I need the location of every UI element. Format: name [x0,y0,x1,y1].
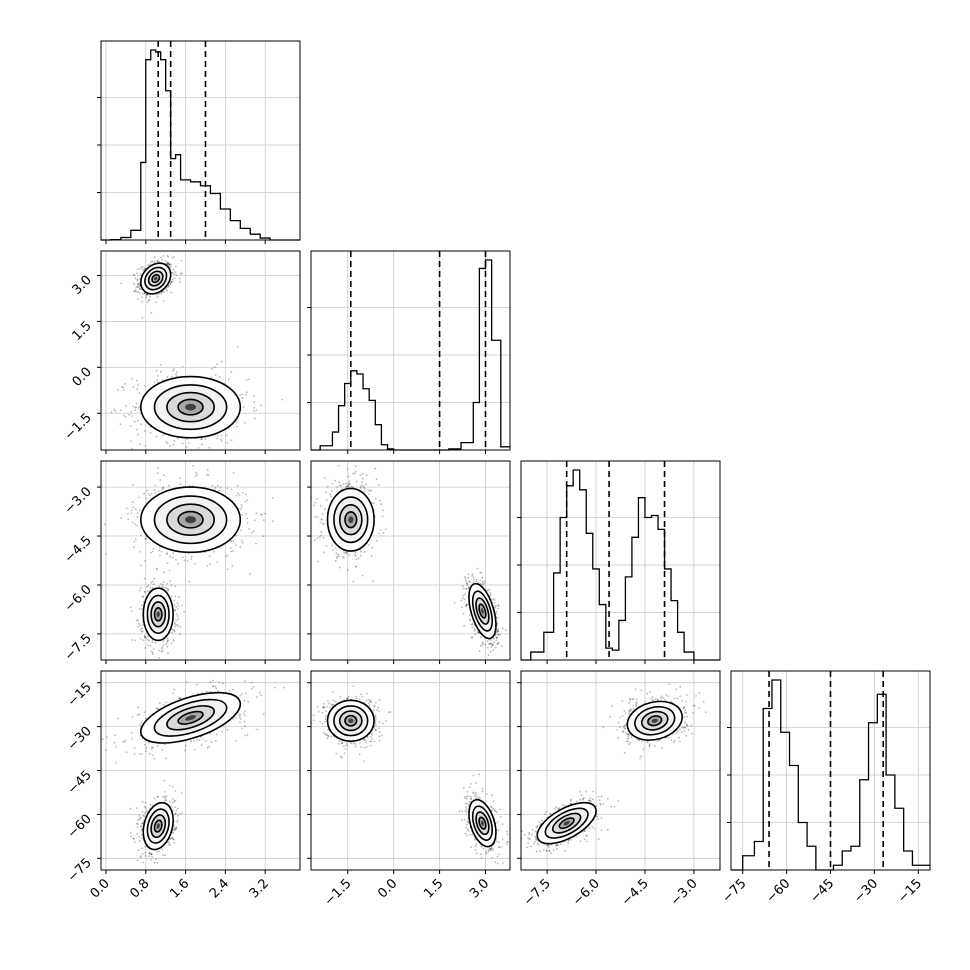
y-tick-label: −4.5 [62,533,95,566]
density-panel [100,670,301,871]
x-tick-label: 1.5 [421,876,446,901]
density-contour [651,718,658,723]
y-tick-label: 1.5 [70,319,95,344]
x-tick-label: −75 [720,876,750,906]
density-panel [310,670,511,871]
density-contour [563,820,570,826]
y-tick-label: −1.5 [62,410,95,443]
x-tick-label: −4.5 [619,876,652,909]
corner-plot-panels: 0.0 0.8 1.6 2.4 3.2 −1.5 0.0 1.5 3.0 −7.5 −6.0 −4.5… [62,40,931,909]
density-panel [100,250,301,451]
x-tick-label: −1.5 [322,876,355,909]
y-tick-label: −75 [65,856,95,886]
x-tick-label: −30 [851,876,881,906]
density-contour [156,823,160,829]
x-tick-label: 1.6 [167,876,192,901]
y-tick-label: −3.0 [62,484,95,517]
histogram-step [101,49,300,241]
density-contour [156,611,160,618]
histogram-panel [97,40,301,241]
panel-frame [100,460,301,661]
density-contour [480,820,484,826]
y-tick-label: −45 [65,768,95,798]
panel-frame [520,460,721,661]
density-panel [310,460,511,661]
x-tick-label: −6.0 [570,876,603,909]
x-tick-label: 0.0 [88,876,113,901]
x-tick-label: −3.0 [668,876,701,909]
histogram-step [521,469,720,661]
panel-frame [310,250,511,451]
y-tick-label: −60 [65,812,95,842]
density-panel [520,670,721,871]
x-tick-label: −7.5 [521,876,554,909]
x-tick-label: −45 [807,876,837,906]
density-contour [348,516,354,524]
panel-frame [100,40,301,241]
x-tick-label: 0.8 [127,876,152,901]
x-tick-label: −60 [763,876,793,906]
y-tick-label: −15 [65,680,95,710]
density-contour [185,403,197,411]
density-contour [185,516,197,524]
histogram-panel [517,460,721,661]
panel-frame [310,460,511,661]
x-tick-label: 2.4 [207,876,232,901]
density-contour [185,715,197,721]
x-tick-label: 0.0 [375,876,400,901]
y-tick-label: 3.0 [70,273,95,298]
density-contour [154,276,158,281]
panel-frame [100,250,301,451]
density-contour [348,718,354,724]
density-panel [100,460,301,661]
y-tick-label: −30 [65,724,95,754]
y-tick-label: −6.0 [62,582,95,615]
histogram-panel [307,250,511,451]
x-tick-label: −15 [895,876,925,906]
x-tick-label: 3.0 [467,876,492,901]
x-tick-label: 3.2 [247,876,272,901]
y-tick-label: −7.5 [62,631,95,664]
histogram-step [311,259,510,451]
histogram-panel [727,670,931,871]
y-tick-label: 0.0 [70,365,95,390]
